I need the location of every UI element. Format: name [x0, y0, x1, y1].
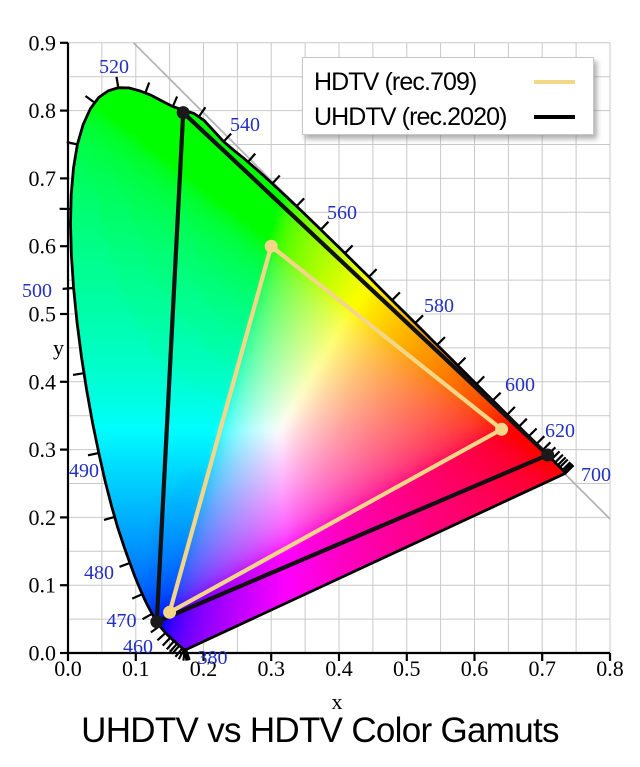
- svg-text:0.0: 0.0: [29, 641, 57, 666]
- svg-text:580: 580: [424, 295, 454, 317]
- svg-text:0.6: 0.6: [461, 656, 489, 681]
- svg-text:0.8: 0.8: [596, 656, 624, 681]
- svg-text:0.2: 0.2: [190, 656, 218, 681]
- svg-text:600: 600: [505, 374, 535, 396]
- svg-text:380: 380: [198, 647, 228, 669]
- svg-text:0.0: 0.0: [54, 656, 82, 681]
- svg-text:620: 620: [545, 420, 575, 442]
- svg-text:0.7: 0.7: [528, 656, 556, 681]
- svg-text:0.1: 0.1: [122, 656, 150, 681]
- svg-text:500: 500: [22, 280, 52, 302]
- svg-text:0.3: 0.3: [29, 437, 57, 462]
- svg-text:0.4: 0.4: [325, 656, 353, 681]
- svg-text:0.3: 0.3: [257, 656, 285, 681]
- svg-text:0.7: 0.7: [29, 166, 57, 191]
- svg-text:0.8: 0.8: [29, 98, 57, 123]
- svg-text:0.6: 0.6: [29, 234, 57, 259]
- svg-text:470: 470: [107, 610, 137, 632]
- svg-text:0.1: 0.1: [29, 573, 57, 598]
- svg-text:540: 540: [230, 114, 260, 136]
- svg-text:490: 490: [69, 460, 99, 482]
- svg-text:460: 460: [123, 636, 153, 658]
- svg-text:y: y: [53, 335, 64, 360]
- svg-text:560: 560: [327, 202, 357, 224]
- svg-text:480: 480: [84, 562, 114, 584]
- svg-text:0.5: 0.5: [393, 656, 421, 681]
- svg-text:0.5: 0.5: [29, 302, 57, 327]
- svg-text:0.4: 0.4: [29, 369, 57, 394]
- svg-text:520: 520: [99, 56, 129, 78]
- svg-text:0.9: 0.9: [29, 30, 57, 55]
- svg-text:700: 700: [581, 464, 611, 486]
- svg-text:x: x: [332, 689, 343, 714]
- svg-text:0.2: 0.2: [29, 505, 57, 530]
